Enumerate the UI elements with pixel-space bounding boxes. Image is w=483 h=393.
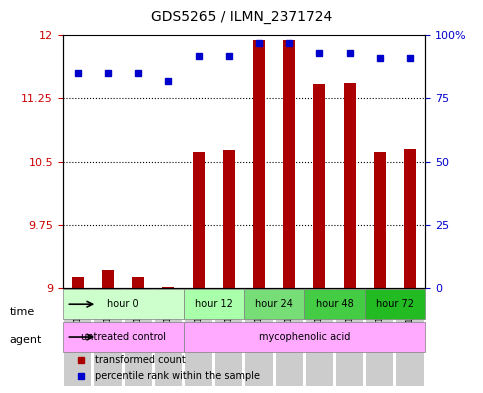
- FancyBboxPatch shape: [155, 290, 182, 386]
- Bar: [193, 152, 205, 288]
- Bar: [155, 288, 182, 290]
- Bar: [313, 84, 326, 288]
- FancyBboxPatch shape: [365, 290, 425, 319]
- Bar: [245, 288, 272, 290]
- Bar: [64, 288, 91, 290]
- FancyBboxPatch shape: [95, 290, 122, 386]
- Bar: [102, 270, 114, 288]
- Bar: [283, 40, 295, 288]
- Bar: [162, 287, 174, 288]
- Bar: [223, 150, 235, 288]
- Text: hour 0: hour 0: [107, 299, 139, 309]
- Text: time: time: [10, 307, 35, 318]
- Bar: [253, 40, 265, 288]
- Bar: [306, 288, 333, 290]
- Text: untreated control: untreated control: [81, 332, 166, 342]
- Bar: [276, 288, 303, 290]
- Bar: [95, 288, 122, 290]
- Bar: [185, 288, 212, 290]
- Bar: [336, 288, 363, 290]
- FancyBboxPatch shape: [397, 290, 424, 386]
- Bar: [125, 288, 152, 290]
- FancyBboxPatch shape: [63, 322, 184, 352]
- FancyBboxPatch shape: [366, 290, 393, 386]
- Text: hour 72: hour 72: [376, 299, 414, 309]
- Text: hour 12: hour 12: [195, 299, 233, 309]
- FancyBboxPatch shape: [304, 290, 365, 319]
- FancyBboxPatch shape: [63, 290, 184, 319]
- Text: mycophenolic acid: mycophenolic acid: [258, 332, 350, 342]
- Text: transformed count: transformed count: [96, 355, 186, 365]
- Text: agent: agent: [10, 335, 42, 345]
- FancyBboxPatch shape: [64, 290, 91, 386]
- Text: hour 24: hour 24: [255, 299, 293, 309]
- Bar: [215, 288, 242, 290]
- Text: GDS5265 / ILMN_2371724: GDS5265 / ILMN_2371724: [151, 10, 332, 24]
- Bar: [72, 277, 84, 288]
- Bar: [397, 288, 424, 290]
- FancyBboxPatch shape: [125, 290, 152, 386]
- FancyBboxPatch shape: [306, 290, 333, 386]
- FancyBboxPatch shape: [245, 290, 272, 386]
- FancyBboxPatch shape: [185, 290, 212, 386]
- Text: percentile rank within the sample: percentile rank within the sample: [96, 371, 260, 381]
- Bar: [366, 288, 393, 290]
- FancyBboxPatch shape: [215, 290, 242, 386]
- Bar: [343, 83, 355, 288]
- FancyBboxPatch shape: [184, 290, 244, 319]
- FancyBboxPatch shape: [244, 290, 304, 319]
- FancyBboxPatch shape: [336, 290, 363, 386]
- FancyBboxPatch shape: [184, 322, 425, 352]
- Bar: [374, 152, 386, 288]
- FancyBboxPatch shape: [276, 290, 303, 386]
- Text: hour 48: hour 48: [315, 299, 354, 309]
- Bar: [132, 277, 144, 288]
- Bar: [404, 149, 416, 288]
